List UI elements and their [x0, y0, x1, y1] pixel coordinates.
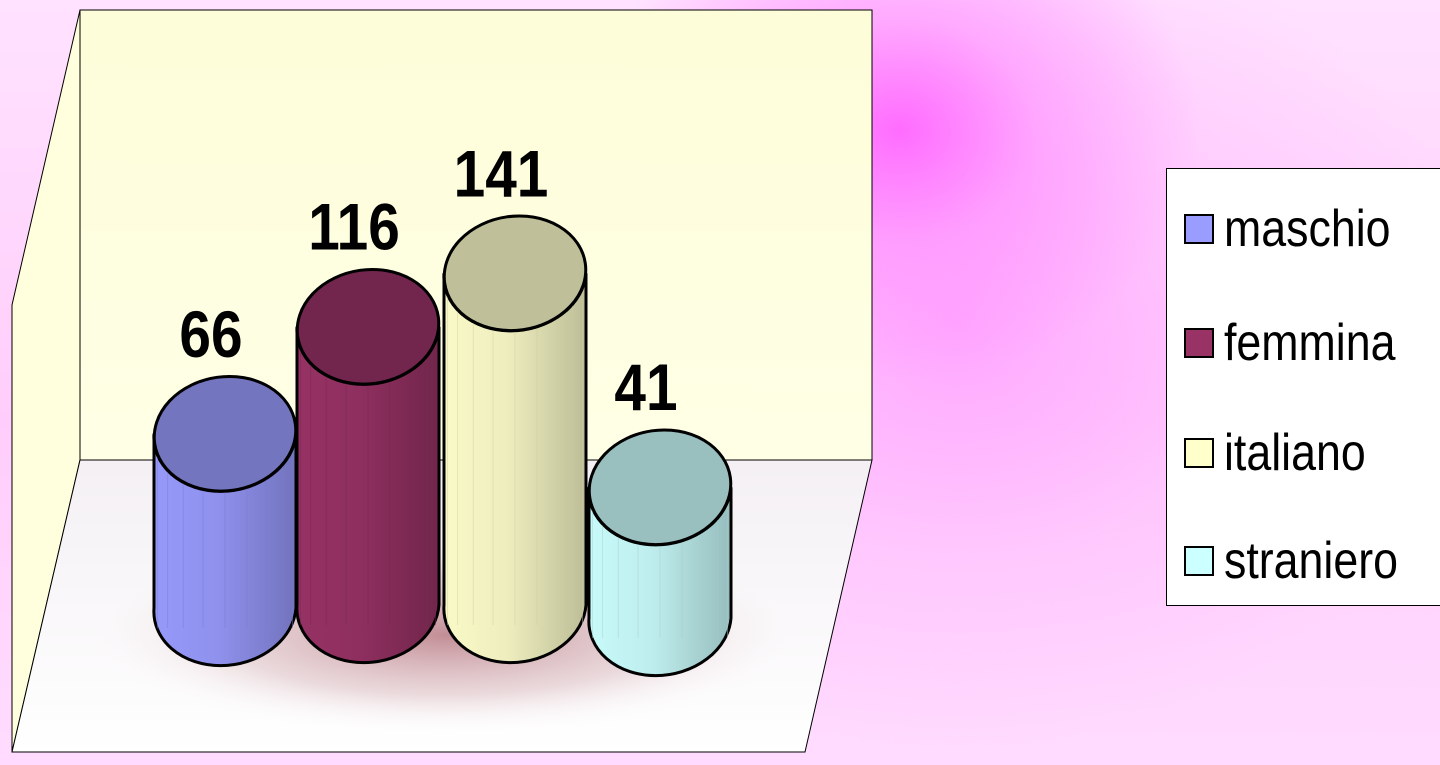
legend-swatch-maschio — [1184, 214, 1214, 244]
bar-top-straniero — [587, 428, 733, 547]
bars-group: 66 116 141 41 — [152, 137, 733, 678]
data-label-italiano: 141 — [454, 137, 549, 211]
legend-label-straniero: straniero — [1224, 532, 1398, 590]
legend-label-femmina: femmina — [1224, 314, 1396, 372]
legend-swatch-italiano — [1184, 438, 1214, 468]
bar-maschio — [152, 374, 298, 668]
data-label-straniero: 41 — [614, 351, 677, 425]
legend-label-maschio: maschio — [1224, 200, 1391, 258]
legend-item-straniero: straniero — [1184, 533, 1426, 589]
data-label-maschio: 66 — [179, 298, 242, 372]
bar-straniero — [587, 428, 733, 678]
bar-italiano — [442, 214, 588, 665]
data-label-femmina: 116 — [308, 191, 400, 265]
legend-swatch-straniero — [1184, 546, 1214, 576]
legend-item-femmina: femmina — [1184, 315, 1423, 371]
legend-item-maschio: maschio — [1184, 201, 1418, 257]
bar-top-italiano — [442, 214, 588, 333]
bar-top-femmina — [295, 267, 441, 386]
legend-label-italiano: italiano — [1224, 424, 1366, 482]
bar-top-maschio — [152, 374, 298, 493]
legend-swatch-femmina — [1184, 328, 1214, 358]
bar-femmina — [295, 267, 441, 665]
chart-legend: maschio femmina italiano straniero — [1166, 168, 1440, 606]
legend-item-italiano: italiano — [1184, 425, 1389, 481]
